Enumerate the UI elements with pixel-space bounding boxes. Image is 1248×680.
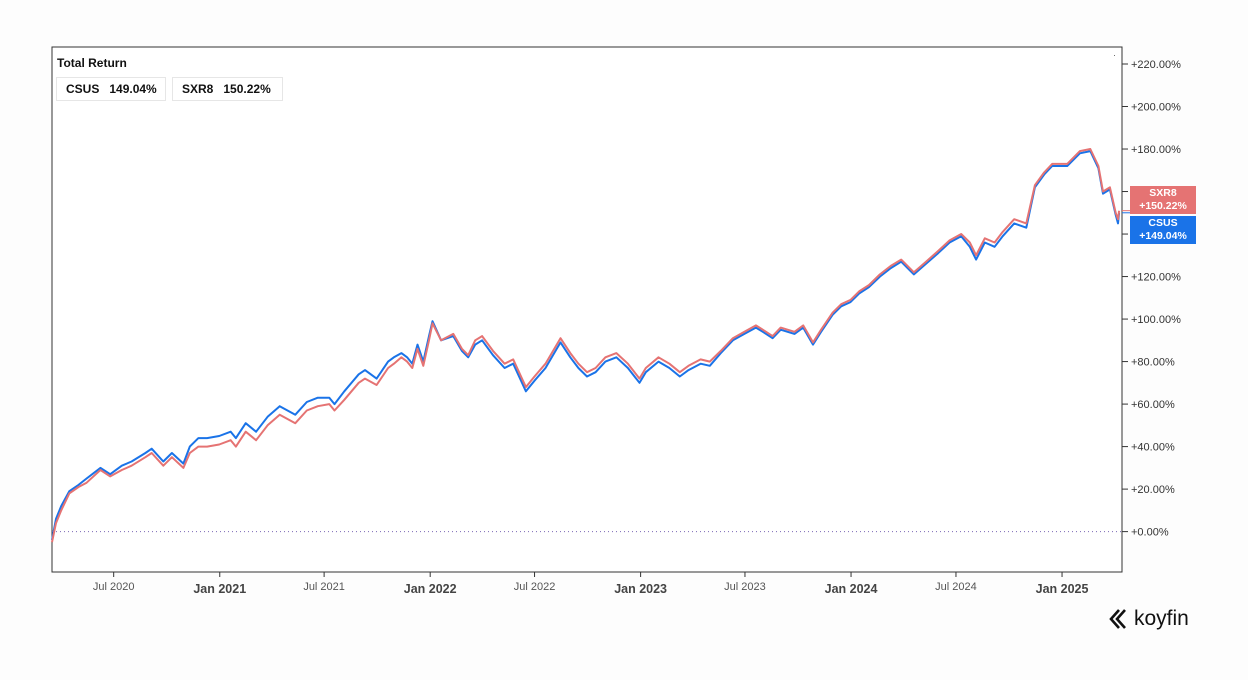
x-tick-label: Jan 2024 [825,582,878,596]
x-tick-label: Jan 2022 [404,582,457,596]
koyfin-wordmark: koyfin [1134,607,1189,630]
legend-value-csus: 149.04% [109,82,157,96]
x-tick-label: Jul 2020 [93,581,135,593]
legend-item-sxr8[interactable]: SXR8 150.22% [172,77,283,101]
y-tick-label: +0.00% [1131,527,1169,539]
x-tick-label: Jan 2025 [1036,582,1089,596]
chart-title: Total Return [57,56,127,70]
y-tick-label: +60.00% [1131,399,1175,411]
x-tick-label: Jul 2021 [303,581,345,593]
legend-ticker-sxr8: SXR8 [182,82,214,96]
y-tick-label: +80.00% [1131,357,1175,369]
series-layer [51,148,1130,543]
y-tick-label: +40.00% [1131,442,1175,454]
y-tick-label: +100.00% [1131,314,1181,326]
legend-item-csus[interactable]: CSUS 149.04% [56,77,166,101]
y-tick-label: +200.00% [1131,102,1181,114]
y-axis: +220.00%+200.00%+180.00%+160.00%+140.00%… [1122,59,1181,539]
end-label-csus-ticker: CSUS [1148,217,1178,229]
x-axis: Jul 2020 Jan 2021 Jul 2021 Jan 2022 Jul 2022… [93,572,1089,596]
series-line-csus [51,150,1121,541]
koyfin-mark-icon [1109,609,1126,629]
end-label-sxr8-value: +150.22% [1139,200,1187,212]
x-tick-label: Jan 2023 [614,582,667,596]
y-tick-label: +220.00% [1131,59,1181,71]
end-label-csus: CSUS +149.04% [1130,216,1196,244]
y-tick-label: +20.00% [1131,484,1175,496]
plot-frame [51,46,1123,573]
x-tick-label: Jul 2023 [724,581,766,593]
y-tick-label: +180.00% [1131,144,1181,156]
legend-ticker-csus: CSUS [66,82,100,96]
x-tick-label: Jul 2022 [514,581,556,593]
series-line-sxr8 [51,148,1121,543]
y-tick-label: +120.00% [1131,272,1181,284]
end-label-csus-value: +149.04% [1139,230,1187,242]
koyfin-logo: koyfin [1108,607,1189,631]
x-tick-label: Jan 2021 [193,582,246,596]
end-label-sxr8: SXR8 +150.22% [1130,186,1196,214]
x-tick-label: Jul 2024 [935,581,977,593]
legend-value-sxr8: 150.22% [223,82,271,96]
end-label-sxr8-ticker: SXR8 [1149,187,1177,199]
chart-menu-dot[interactable]: · [1113,50,1116,60]
